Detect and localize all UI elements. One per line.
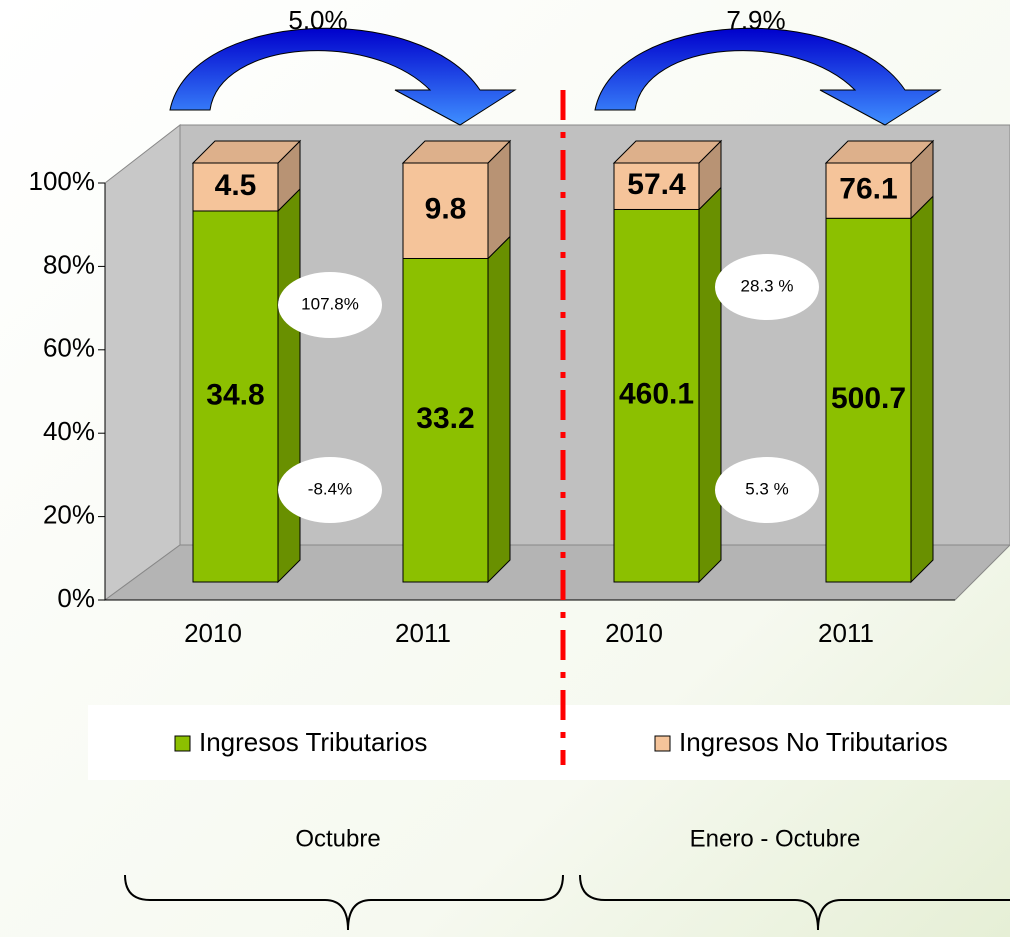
- change-label: 5.3 %: [745, 479, 788, 498]
- bar-side: [911, 196, 933, 582]
- bar-side: [278, 189, 300, 582]
- data-label: 500.7: [831, 382, 906, 415]
- change-label: 28.3 %: [741, 276, 794, 295]
- side-wall: [105, 125, 180, 600]
- x-tick-label: 2011: [395, 618, 451, 648]
- chart: 0% 20% 40% 60% 80% 100% 2010 2011 2010 2011 34.8 4…: [0, 0, 1010, 937]
- y-tick-label: 20%: [43, 499, 95, 529]
- x-tick-label: 2010: [605, 618, 663, 648]
- data-label: 4.5: [215, 169, 257, 202]
- legend-label: Ingresos Tributarios: [199, 727, 427, 757]
- legend-label: Ingresos No Tributarios: [679, 727, 948, 757]
- change-label: 107.8%: [301, 294, 359, 313]
- x-tick-label: 2010: [184, 618, 242, 648]
- growth-label: 5.0%: [288, 5, 347, 35]
- bar-side: [488, 236, 510, 582]
- period-label: Octubre: [295, 825, 380, 852]
- x-tick-label: 2011: [818, 618, 874, 648]
- legend-swatch: [655, 736, 670, 751]
- growth-label: 7.9%: [726, 5, 785, 35]
- y-tick-label: 0%: [57, 583, 95, 613]
- legend-swatch: [175, 736, 190, 751]
- data-label: 460.1: [619, 378, 694, 411]
- change-label: -8.4%: [308, 479, 352, 498]
- bar-side: [699, 187, 721, 582]
- y-tick-label: 80%: [43, 249, 95, 279]
- data-label: 33.2: [416, 402, 474, 435]
- data-label: 76.1: [839, 173, 897, 206]
- period-label: Enero - Octubre: [690, 825, 861, 852]
- y-tick-label: 60%: [43, 333, 95, 363]
- data-label: 34.8: [206, 378, 264, 411]
- y-tick-label: 100%: [29, 166, 96, 196]
- y-tick-label: 40%: [43, 416, 95, 446]
- data-label: 57.4: [627, 168, 686, 201]
- data-label: 9.8: [425, 193, 467, 226]
